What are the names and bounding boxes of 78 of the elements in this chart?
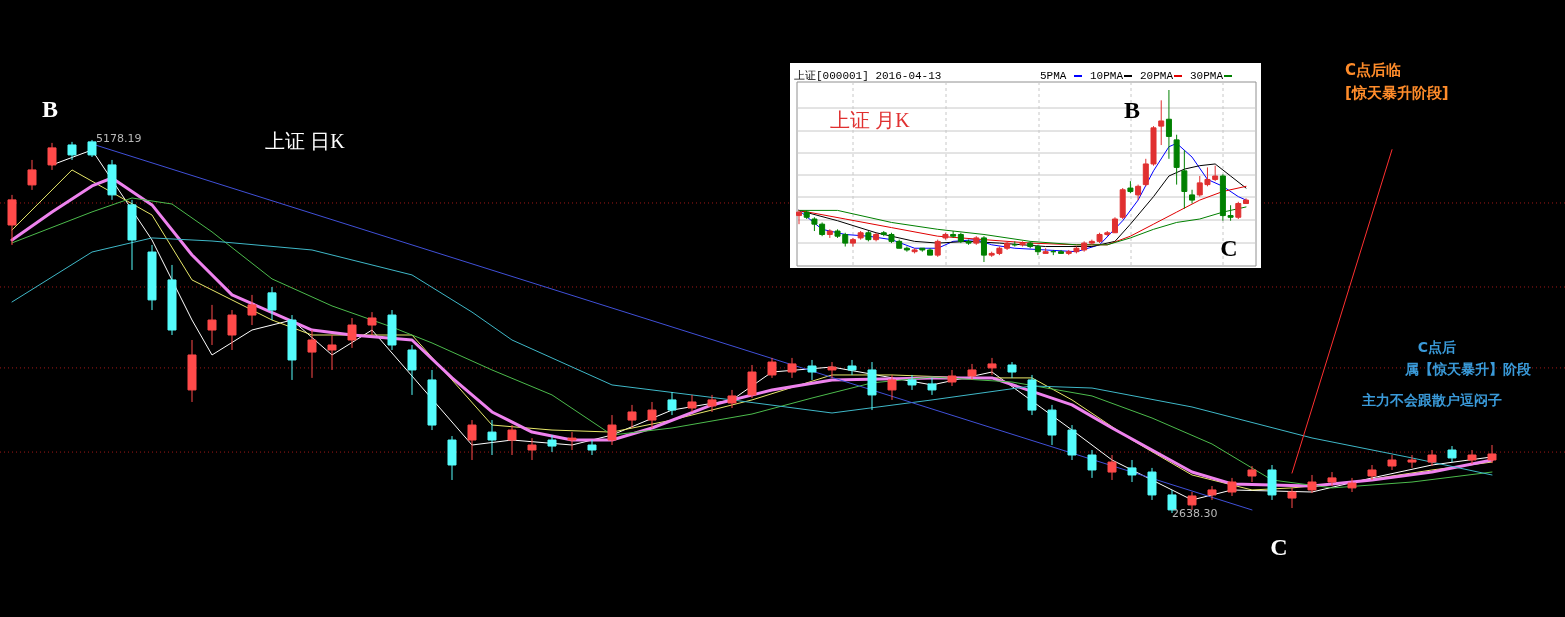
annotation: C点后临: [1345, 61, 1402, 79]
text: 上证 日K: [265, 130, 346, 152]
candlestick: [947, 369, 957, 387]
candlestick: [547, 434, 557, 453]
legend-label: 5PMA: [1040, 70, 1067, 82]
candlestick: [507, 424, 517, 456]
candlestick: [327, 334, 337, 371]
candlestick: [807, 359, 817, 381]
candlestick: [887, 374, 897, 401]
annotation: C: [1270, 534, 1288, 560]
candlestick: [847, 359, 857, 376]
candlestick: [567, 431, 577, 451]
annotation: 5178.19: [96, 132, 142, 145]
candlestick: [407, 344, 417, 396]
candlestick: [927, 377, 937, 396]
candlestick: [467, 419, 477, 461]
candlestick: [647, 401, 657, 429]
annotation: 上证 月K: [830, 109, 911, 131]
candlestick: [1107, 454, 1117, 481]
candlestick: [1387, 454, 1397, 471]
candlestick: [307, 329, 317, 379]
candlestick: [707, 394, 717, 413]
candlestick: [1287, 487, 1297, 509]
annotation: 属【惊天暴升】阶段: [1404, 361, 1532, 377]
candlestick: [1487, 444, 1497, 464]
candlestick: [487, 419, 497, 456]
candlestick: [1307, 474, 1317, 494]
candlestick: [1207, 485, 1217, 501]
annotation: 2638.30: [1172, 507, 1218, 520]
candlestick: [267, 286, 277, 321]
candlestick: [967, 363, 977, 381]
candlestick: [687, 394, 697, 413]
candlestick: [47, 142, 57, 171]
candlestick: [527, 437, 537, 461]
candlestick: [1347, 477, 1357, 493]
annotation: [惊天暴升阶段]: [1345, 84, 1449, 102]
candlestick: [827, 361, 837, 379]
legend-label: 30PMA: [1190, 70, 1224, 82]
candlestick: [987, 357, 997, 376]
candlestick: [607, 414, 617, 446]
candlestick: [1127, 459, 1137, 483]
candlestick: [227, 309, 237, 351]
candlestick: [247, 294, 257, 326]
candlestick: [67, 141, 77, 161]
candlestick: [1158, 99, 1165, 146]
candlestick: [347, 317, 357, 349]
annotation: B: [1123, 97, 1141, 123]
candlestick: [767, 357, 777, 379]
candlestick: [587, 439, 597, 456]
candlestick: [1467, 449, 1477, 465]
candlestick: [1087, 449, 1097, 479]
candlestick: [1327, 471, 1337, 487]
candlestick: [1165, 89, 1172, 160]
candlestick: [1367, 464, 1377, 481]
legend-label: 20PMA: [1140, 70, 1174, 82]
annotation: 主力不会跟散户逗闷子: [1361, 392, 1502, 408]
candlestick: [627, 404, 637, 429]
legend-label: 10PMA: [1090, 70, 1124, 82]
candlestick: [207, 304, 217, 346]
chart-title: 上证[000001] 2016-04-13: [794, 69, 942, 82]
candlestick: [950, 230, 957, 239]
candlestick: [796, 209, 802, 225]
candlestick: [1147, 467, 1157, 501]
candlestick: [1407, 454, 1417, 469]
candlestick: [1247, 465, 1257, 483]
annotation: C点后: [1417, 339, 1457, 355]
annotation: B: [41, 96, 59, 122]
candlestick: [1189, 189, 1196, 205]
candlestick: [727, 389, 737, 409]
candlestick: [1227, 477, 1237, 497]
candlestick: [1181, 149, 1188, 210]
candlestick: [27, 159, 37, 191]
candlestick: [787, 357, 797, 379]
candlestick: [747, 364, 757, 399]
candlestick: [667, 391, 677, 416]
candlestick: [907, 374, 917, 391]
candlestick: [367, 311, 377, 336]
annotation: C: [1220, 235, 1238, 261]
